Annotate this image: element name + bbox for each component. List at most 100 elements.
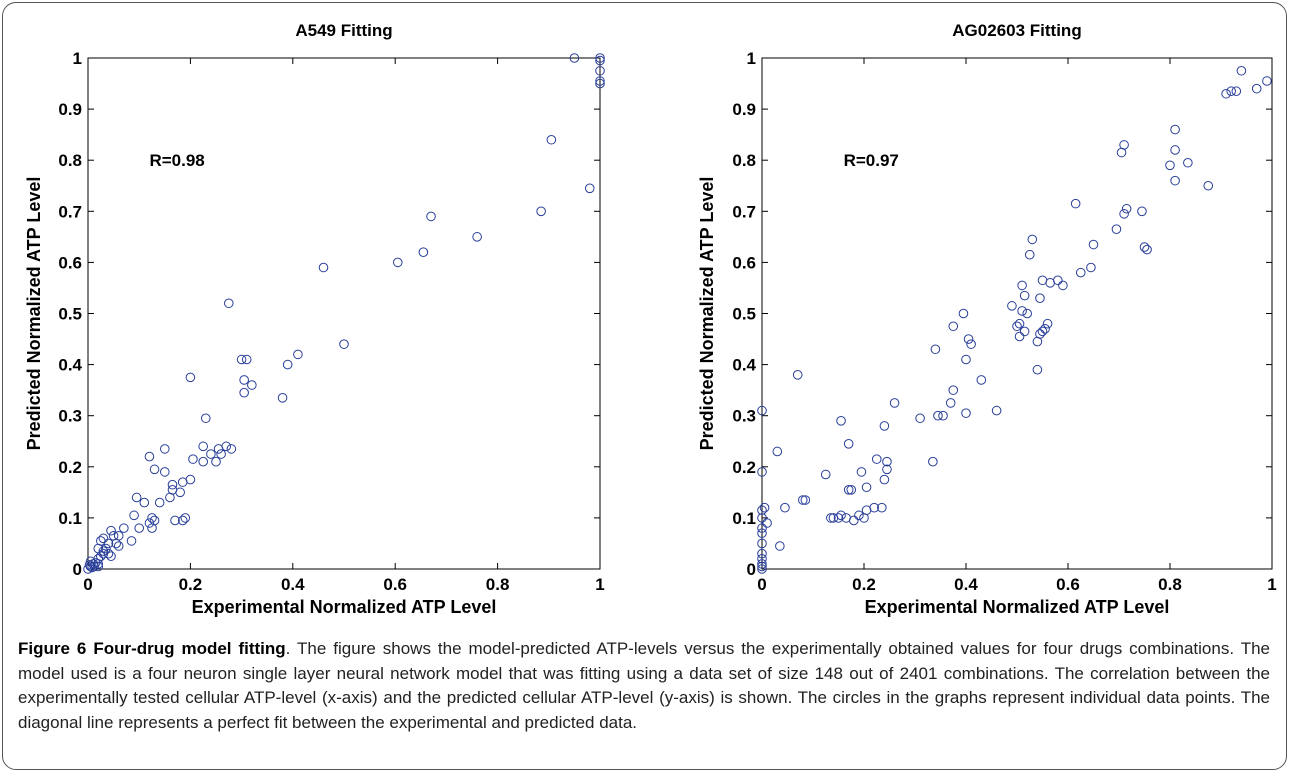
data-point (843, 484, 854, 495)
data-point (595, 76, 605, 86)
data-point (595, 78, 605, 89)
data-point (879, 474, 890, 485)
data-point (113, 530, 124, 541)
data-point (318, 262, 329, 273)
data-point (1019, 326, 1030, 337)
y-tick-label: 0 (747, 560, 756, 579)
data-point (757, 528, 767, 539)
data-point (1139, 242, 1150, 252)
y-tick-label: 0.1 (58, 509, 82, 528)
data-point (200, 413, 211, 424)
data-point (1014, 318, 1025, 329)
caption-title: Four-drug model fitting (93, 639, 286, 658)
data-point (339, 339, 349, 349)
y-tick-label: 0.6 (58, 253, 82, 272)
data-point (775, 541, 785, 551)
y-tick-label: 0.3 (732, 407, 756, 426)
data-point (780, 502, 790, 513)
data-point (239, 387, 249, 398)
data-point (757, 538, 767, 549)
data-point (1024, 249, 1035, 260)
data-point (879, 421, 890, 431)
data-point (106, 525, 116, 536)
data-point (757, 505, 767, 516)
data-point (963, 334, 974, 344)
data-point (113, 541, 124, 551)
data-point (991, 405, 1002, 416)
data-point (1119, 140, 1129, 150)
data-point (1251, 83, 1262, 94)
data-point (1203, 180, 1214, 191)
data-point (889, 398, 900, 408)
data-point (1111, 224, 1122, 234)
data-point (1088, 239, 1099, 250)
data-point (224, 298, 234, 309)
caption: Figure 6 Four-drug model fitting. The fi… (18, 637, 1270, 735)
data-point (759, 502, 770, 513)
data-point (160, 467, 170, 477)
data-point (948, 385, 959, 395)
data-point (1170, 124, 1180, 135)
data-point (1037, 326, 1048, 337)
data-point (757, 561, 767, 572)
x-tick-label: 0 (83, 575, 92, 594)
x-tick-label: 1 (595, 575, 604, 594)
data-point (961, 408, 971, 418)
data-point (772, 446, 783, 457)
data-point (1042, 318, 1053, 329)
data-point (188, 454, 198, 464)
y-tick-label: 0.3 (58, 407, 82, 426)
data-point (1170, 175, 1180, 186)
data-point (1183, 157, 1193, 168)
annotation: R=0.98 (149, 151, 204, 170)
data-point (1262, 76, 1272, 86)
data-point (1019, 290, 1030, 301)
data-point (1231, 86, 1242, 97)
data-point (1086, 262, 1096, 273)
data-point (1075, 267, 1086, 278)
data-point (1027, 234, 1038, 245)
data-point (282, 359, 293, 370)
data-point (933, 410, 943, 421)
data-point (945, 398, 956, 408)
x-tick-label: 0.4 (281, 575, 305, 594)
y-tick-label: 0.2 (58, 458, 82, 477)
data-point (877, 502, 887, 513)
data-point (584, 183, 595, 194)
data-point (976, 375, 987, 385)
axes-box (87, 57, 601, 570)
data-point (1053, 275, 1063, 286)
data-point (247, 380, 257, 390)
data-point (869, 502, 880, 513)
y-axis-label: Predicted Normalized ATP Level (697, 177, 717, 451)
y-tick-label: 1 (747, 49, 756, 68)
data-point (226, 444, 237, 454)
data-point (144, 451, 155, 462)
data-point (1070, 198, 1081, 209)
data-point (833, 513, 844, 523)
data-point (170, 515, 180, 526)
data-point (426, 211, 436, 222)
data-point (167, 479, 178, 490)
data-point (1121, 203, 1132, 214)
chart-title: A549 Fitting (295, 21, 392, 40)
data-point (928, 456, 938, 467)
x-tick-label: 0.8 (1158, 575, 1182, 594)
data-point (871, 454, 882, 464)
data-point (236, 354, 247, 365)
data-point (595, 53, 605, 63)
y-tick-label: 0.8 (732, 151, 756, 170)
data-point (221, 441, 232, 452)
data-point (154, 497, 165, 508)
data-point (1022, 308, 1032, 319)
data-point (160, 444, 170, 454)
data-point (846, 484, 857, 495)
data-point (139, 497, 150, 508)
data-point (757, 559, 767, 569)
y-tick-label: 0.5 (58, 305, 82, 324)
data-point (836, 416, 846, 426)
data-point (843, 439, 854, 449)
data-point (958, 308, 969, 319)
data-point (856, 467, 867, 477)
